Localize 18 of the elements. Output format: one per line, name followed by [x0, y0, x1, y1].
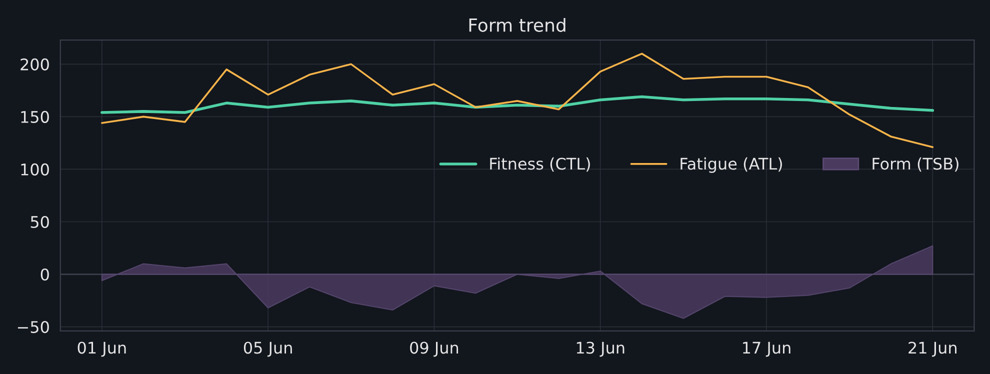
legend-label: Form (TSB) — [872, 157, 958, 172]
y-tick-label: −50 — [18, 321, 49, 334]
y-tick-label: 150 — [21, 110, 49, 123]
y-tick-label: 200 — [20, 58, 49, 70]
y-tick-label: 100 — [21, 163, 49, 176]
x-tick-label: 01 Jun — [78, 342, 126, 357]
x-tick-label: 05 Jun — [244, 342, 292, 357]
legend-label: Fatigue (ATL) — [680, 157, 782, 173]
line-series — [101, 52, 934, 148]
y-tick-label: 50 — [30, 216, 49, 228]
x-tick-label: 13 Jun — [576, 342, 624, 357]
x-tick-label: 17 Jun — [743, 342, 790, 357]
y-tick-label: 0 — [40, 268, 49, 281]
x-tick-label: 09 Jun — [410, 342, 458, 357]
legend-label: Fitness (CTL) — [490, 157, 590, 172]
line-series — [100, 95, 934, 114]
chart-title: Form trend — [469, 18, 566, 32]
x-tick-label: 21 Jun — [908, 342, 956, 357]
